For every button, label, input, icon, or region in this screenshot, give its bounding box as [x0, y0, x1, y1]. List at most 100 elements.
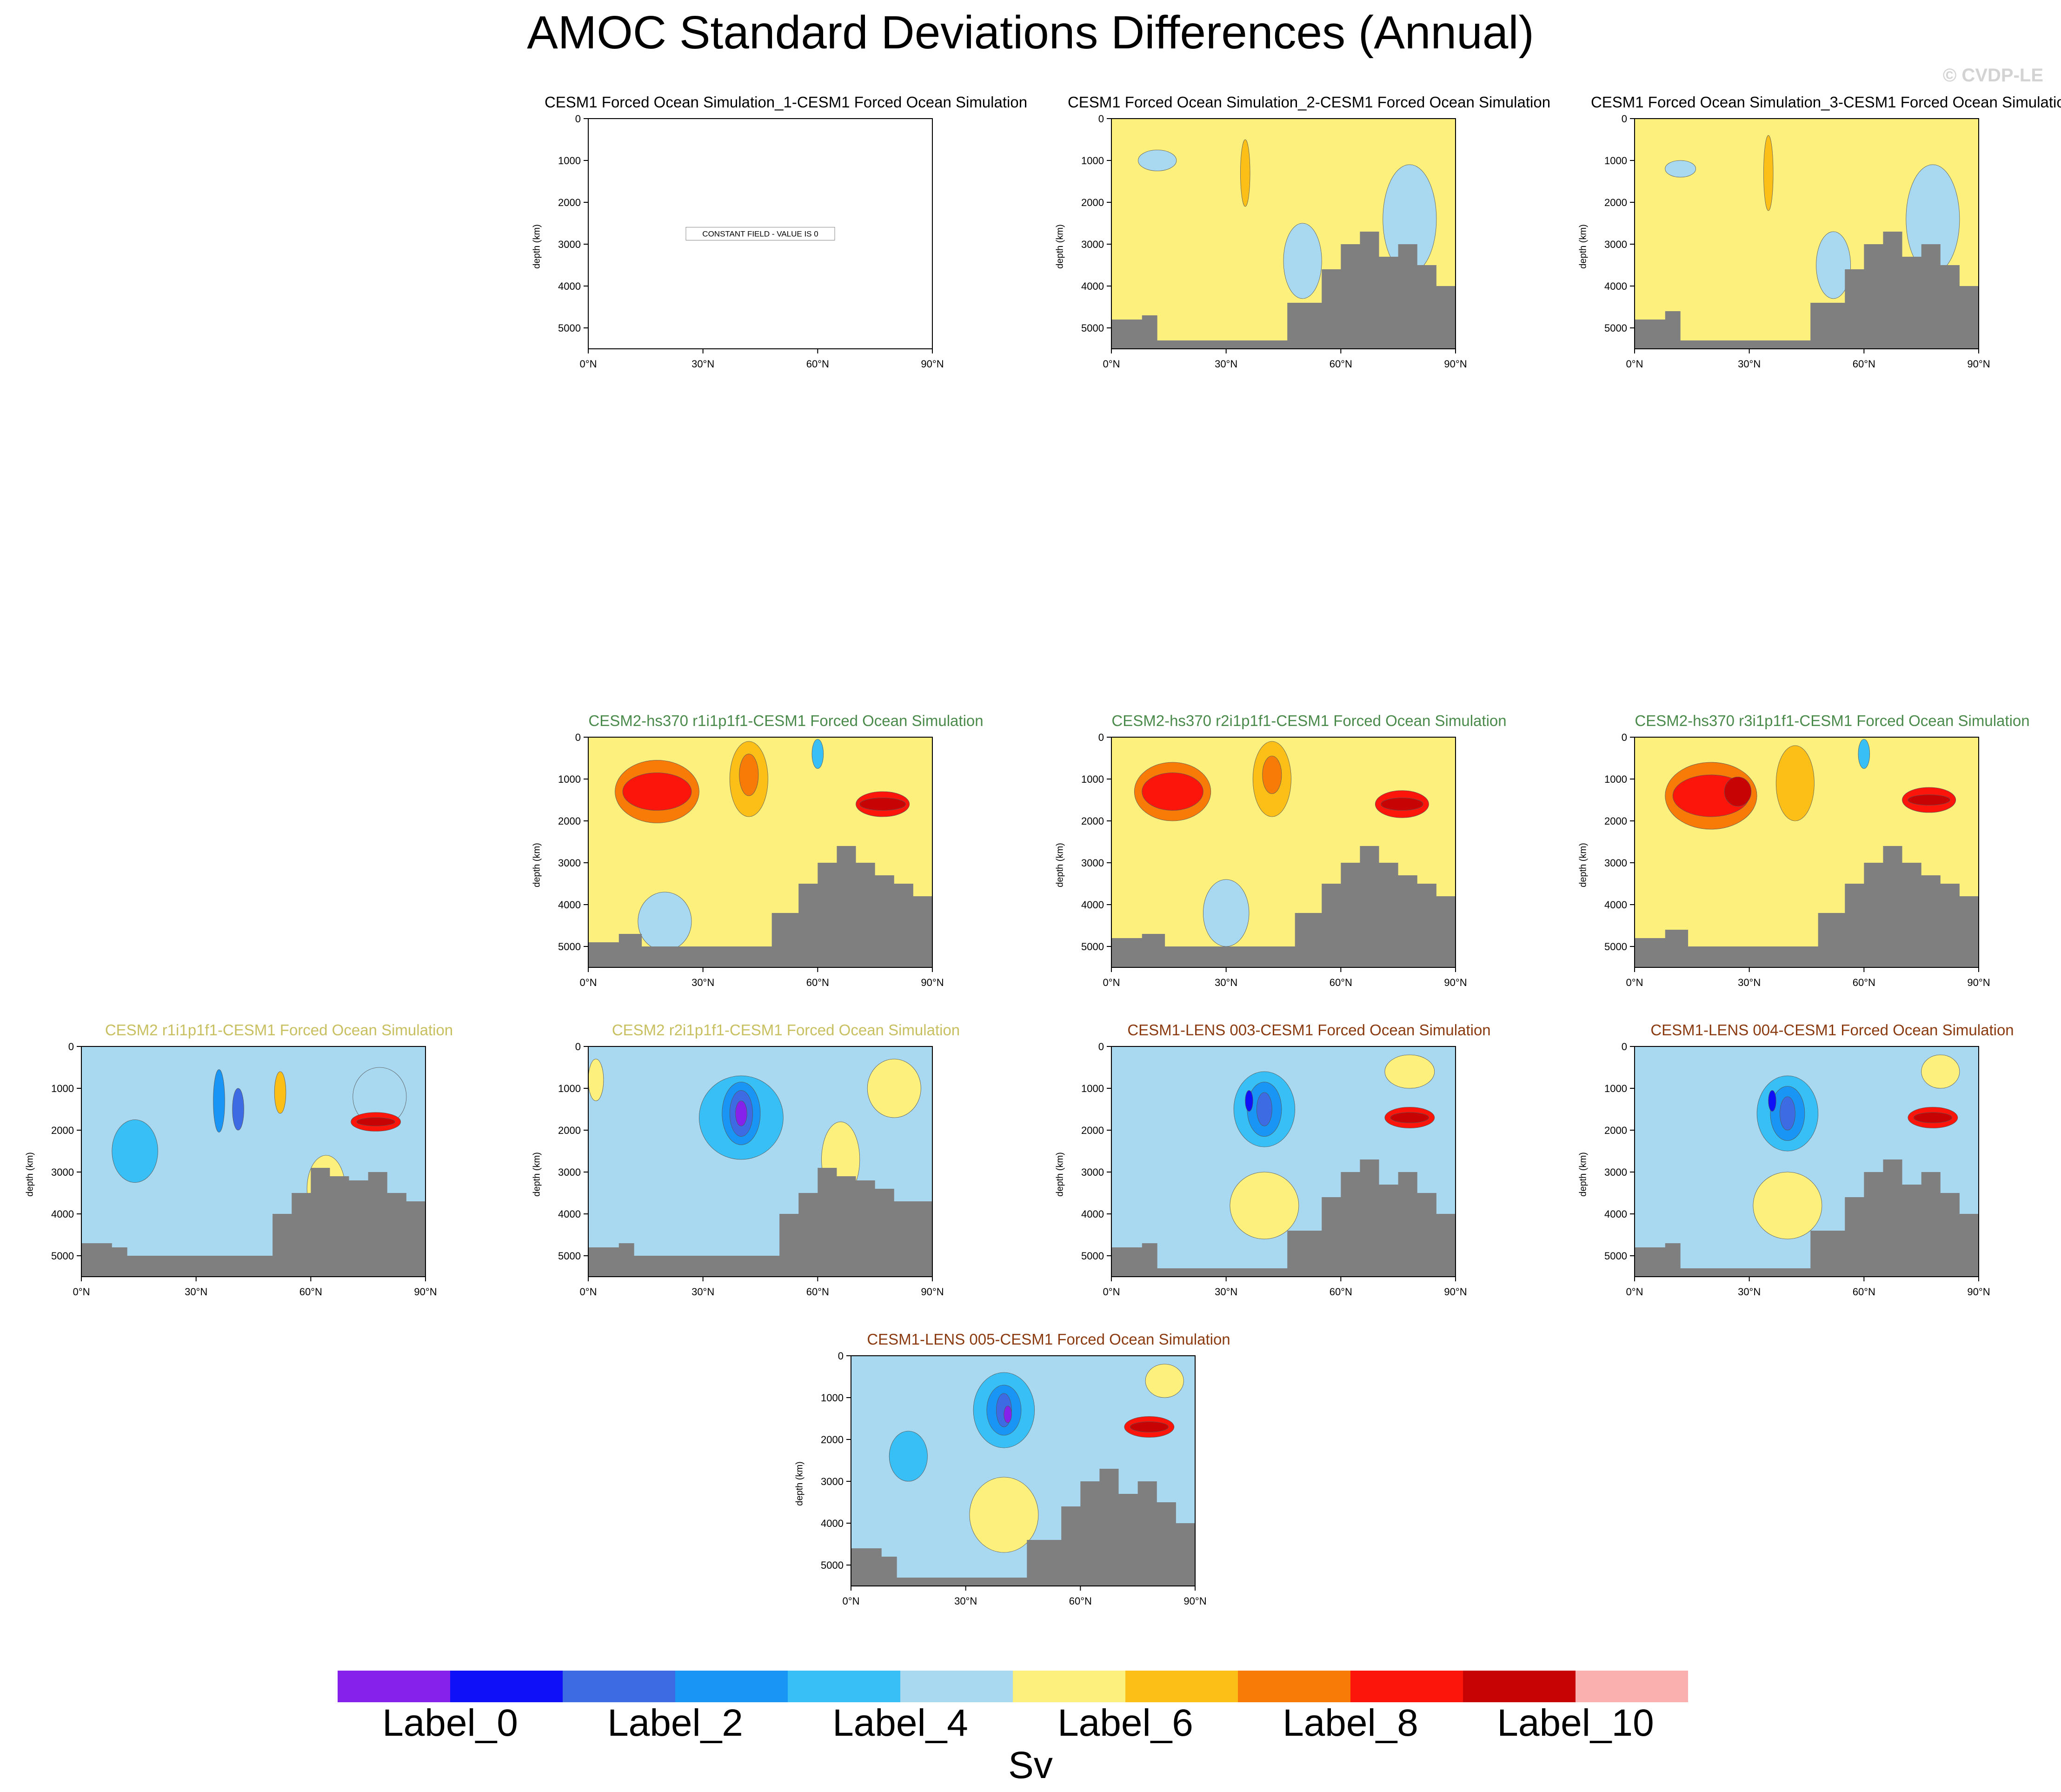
- y-tick-label: 1000: [558, 155, 581, 167]
- note-box: [685, 227, 835, 240]
- y-tick-label: 5000: [1604, 941, 1627, 953]
- x-tick-label: 30°N: [1215, 358, 1237, 370]
- y-tick-label: 3000: [558, 239, 581, 250]
- contour-region: [1858, 739, 1870, 769]
- contour-region: [1768, 1090, 1776, 1112]
- panel-6: CESM2-hs370 r3i1p1f1-CESM1 Forced Ocean …: [1553, 712, 2061, 991]
- x-tick-label: 0°N: [1103, 1286, 1120, 1298]
- y-tick-label: 5000: [558, 322, 581, 334]
- y-tick-label: 3000: [1081, 1166, 1104, 1178]
- plot-frame: [1634, 118, 1979, 349]
- y-tick-label: 2000: [51, 1125, 74, 1136]
- colorbar-swatch: [675, 1671, 788, 1702]
- y-tick-label: 4000: [1081, 280, 1104, 292]
- contour-region: [356, 1117, 395, 1126]
- y-tick-label: 4000: [558, 1208, 581, 1220]
- panel-title: CESM1 Forced Ocean Simulation_1-CESM1 Fo…: [544, 93, 1028, 111]
- contour-region: [1724, 777, 1752, 806]
- colorbar-swatch: [1576, 1671, 1688, 1702]
- y-tick-label: 3000: [558, 857, 581, 869]
- y-tick-label: 5000: [558, 1250, 581, 1262]
- contour-region: [588, 1059, 604, 1101]
- contour-region: [735, 1100, 747, 1126]
- colorbar-swatch: [900, 1671, 1013, 1702]
- x-tick-label: 30°N: [1215, 1286, 1237, 1298]
- contour-region: [112, 1119, 158, 1183]
- y-tick-label: 0: [575, 732, 581, 743]
- x-tick-label: 90°N: [1444, 358, 1467, 370]
- y-tick-label: 3000: [1604, 239, 1627, 250]
- y-tick-label: 4000: [1081, 1208, 1104, 1220]
- y-tick-label: 4000: [1604, 1208, 1627, 1220]
- colorbar-label: Label_2: [607, 1702, 743, 1744]
- panel-title: CESM2 r1i1p1f1-CESM1 Forced Ocean Simula…: [105, 1021, 453, 1039]
- x-tick-label: 0°N: [1626, 977, 1643, 988]
- panel-title: CESM1-LENS 003-CESM1 Forced Ocean Simula…: [1127, 1021, 1491, 1039]
- contour-region: [1390, 1112, 1429, 1123]
- panel-plot: 0 1000 2000 3000 4000 5000 0°N 30°N 60°N 90°N: [1604, 113, 1990, 370]
- y-tick-label: 5000: [51, 1250, 74, 1262]
- y-tick-label: 1000: [1081, 1083, 1104, 1094]
- panel-plot: 0 1000 2000 3000 4000 5000 0°N 30°N 60°N 90°N: [1081, 113, 1467, 370]
- panel-11: CESM1-LENS 005-CESM1 Forced Ocean Simula…: [770, 1330, 1328, 1609]
- y-tick-label: 5000: [558, 941, 581, 953]
- bathymetry-land: [588, 1168, 932, 1277]
- y-tick-label: 1000: [1604, 155, 1627, 167]
- contour-region: [1816, 231, 1851, 299]
- panel-1: CESM1 Forced Ocean Simulation_1-CESM1 Fo…: [507, 93, 1065, 372]
- plot-frame: [1111, 737, 1456, 968]
- x-tick-label: 60°N: [806, 977, 829, 988]
- plot-frame: [81, 1046, 426, 1277]
- contour-region: [1384, 1054, 1435, 1089]
- x-tick-label: 60°N: [1853, 1286, 1875, 1298]
- panel-plot: 0 1000 2000 3000 4000 5000 0°N 30°N 60°N 90°N: [1604, 1041, 1990, 1298]
- x-tick-label: 30°N: [1738, 977, 1761, 988]
- y-tick-label: 4000: [821, 1518, 844, 1529]
- colorbar-swatch: [450, 1671, 563, 1702]
- y-tick-label: 3000: [1604, 857, 1627, 869]
- x-tick-label: 30°N: [691, 1286, 714, 1298]
- y-tick-label: 3000: [821, 1476, 844, 1487]
- y-tick-label: 2000: [1604, 815, 1627, 827]
- contour-region: [1262, 756, 1282, 794]
- contour-region: [232, 1088, 244, 1131]
- y-tick-label: 1000: [1081, 155, 1104, 167]
- y-tick-label: 2000: [1604, 1125, 1627, 1136]
- y-tick-label: 5000: [1604, 1250, 1627, 1262]
- colorbar-label: Label_8: [1283, 1702, 1418, 1744]
- contour-region: [1921, 1054, 1960, 1089]
- colorbar-swatch: [1350, 1671, 1463, 1702]
- x-tick-label: 90°N: [921, 977, 944, 988]
- bathymetry-land: [1635, 1159, 1979, 1277]
- bathymetry-land: [1111, 1159, 1456, 1277]
- contour-region: [1257, 1092, 1272, 1126]
- y-tick-label: 0: [68, 1041, 74, 1053]
- y-tick-label: 1000: [1604, 1083, 1627, 1094]
- y-tick-label: 1000: [51, 1083, 74, 1094]
- colorbar: [338, 1671, 1688, 1702]
- contour-region: [1240, 139, 1250, 207]
- y-tick-label: 1000: [821, 1392, 844, 1404]
- y-tick-label: 4000: [1604, 899, 1627, 911]
- x-tick-label: 0°N: [73, 1286, 90, 1298]
- contour-region: [274, 1071, 286, 1114]
- contour-region: [811, 739, 824, 769]
- colorbar-label: Label_0: [382, 1702, 518, 1744]
- plot-frame: [588, 737, 933, 968]
- x-tick-label: 90°N: [414, 1286, 437, 1298]
- bathymetry-land: [588, 846, 932, 967]
- x-tick-label: 90°N: [1967, 1286, 1990, 1298]
- y-tick-label: 1000: [558, 1083, 581, 1094]
- plot-frame: [588, 118, 933, 349]
- contour-region: [1138, 150, 1177, 171]
- y-tick-label: 0: [838, 1350, 844, 1362]
- panel-8: CESM2 r2i1p1f1-CESM1 Forced Ocean Simula…: [507, 1021, 1065, 1300]
- y-tick-label: 4000: [558, 899, 581, 911]
- x-tick-label: 0°N: [580, 1286, 597, 1298]
- y-tick-label: 2000: [558, 197, 581, 208]
- panel-9: CESM1-LENS 003-CESM1 Forced Ocean Simula…: [1030, 1021, 1588, 1300]
- contour-region: [1142, 773, 1203, 811]
- x-tick-label: 60°N: [299, 1286, 322, 1298]
- panel-plot: 0 1000 2000 3000 4000 5000 0°N 30°N 60°N 90°N: [558, 732, 944, 988]
- panel-title: CESM1-LENS 005-CESM1 Forced Ocean Simula…: [867, 1331, 1230, 1348]
